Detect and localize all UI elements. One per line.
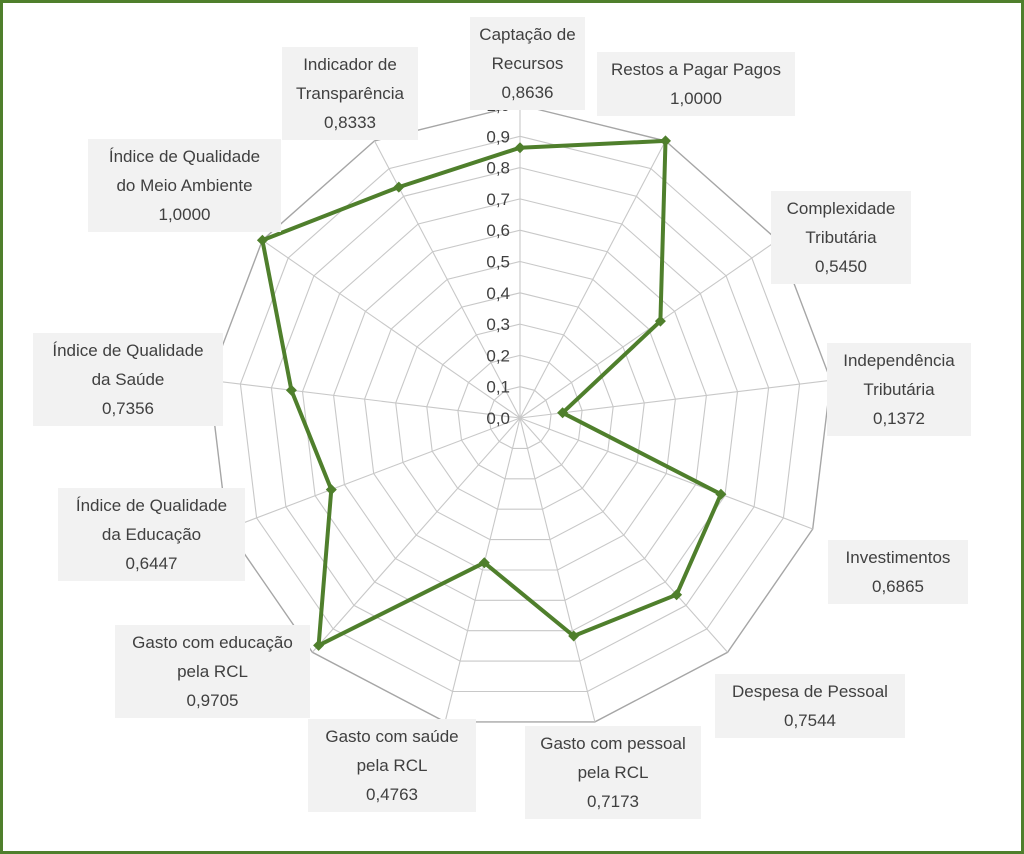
category-name: Transparência [295, 84, 405, 103]
grid-spoke [519, 417, 729, 653]
grid-ring [301, 198, 739, 632]
category-value: 1,0000 [158, 205, 211, 224]
category-value: 0,1372 [873, 409, 925, 428]
category-value: 0,8333 [324, 113, 376, 132]
data-point [514, 142, 526, 154]
category-value: 0,6865 [872, 577, 924, 596]
category-name: Captação de [479, 25, 576, 44]
tick-label: 0,0 [486, 409, 510, 428]
grid-spoke [519, 417, 596, 723]
category-name: Investimentos [845, 548, 951, 567]
grid-ring [457, 354, 583, 480]
grid-ring [333, 229, 707, 601]
data-point [285, 384, 297, 396]
category-value: 0,7356 [102, 399, 154, 418]
category-name: Indicador de [303, 55, 397, 74]
category-label: Captação de Recursos 0,8636 [470, 17, 585, 110]
tick-label: 0,8 [486, 159, 510, 178]
category-label: Restos a Pagar Pagos 1,0000 [597, 52, 795, 116]
grid-ring [239, 135, 801, 693]
category-name: Complexidade [786, 199, 896, 218]
data-point [325, 484, 337, 496]
data-point [671, 589, 683, 601]
category-value: 0,8636 [501, 83, 554, 102]
category-label: Índice de Qualidade do Meio Ambiente 1,000… [88, 139, 281, 232]
category-value: 0,6447 [125, 554, 178, 573]
category-label: Independência Tributária 0,1372 [827, 343, 971, 436]
data-point [660, 135, 671, 147]
grid-spoke [262, 239, 521, 419]
tick-label: 0,3 [486, 315, 510, 334]
grid-ring [364, 260, 676, 571]
data-point [568, 630, 580, 642]
category-label: Índice de Qualidade da Saúde 0,7356 [33, 333, 223, 426]
category-name: Índice de Qualidade [108, 147, 261, 166]
data-point [478, 557, 490, 569]
grid-spoke [519, 379, 831, 419]
category-name: Independência [843, 351, 955, 370]
category-name: da Educação [101, 525, 202, 544]
tick-label: 0,6 [486, 221, 510, 240]
category-value: 0,7544 [784, 711, 836, 730]
category-label: Gasto com pessoal pela RCL 0,7173 [525, 726, 701, 819]
category-label: Gasto com saúde pela RCL 0,4763 [308, 719, 476, 812]
category-name: pela RCL [577, 763, 649, 782]
category-label: Investimentos 0,6865 [828, 540, 968, 604]
category-name: Gasto com saúde [325, 727, 459, 746]
category-label: Índice de Qualidade da Educação 0,6447 [58, 488, 245, 581]
grid-spoke [519, 140, 666, 419]
grid-spoke [209, 379, 521, 419]
category-name: do Meio Ambiente [116, 176, 253, 195]
category-label: Complexidade Tributária 0,5450 [771, 191, 911, 284]
tick-label: 0,4 [486, 284, 510, 303]
grid-ring [426, 323, 614, 510]
category-name: Restos a Pagar Pagos [610, 60, 782, 79]
category-name: Despesa de Pessoal [732, 682, 888, 701]
grid-spoke [519, 239, 778, 419]
grid-spoke [227, 417, 521, 530]
category-name: pela RCL [356, 756, 428, 775]
category-name: Gasto com educação [132, 633, 293, 652]
category-name: Tributária [863, 380, 935, 399]
category-value: 0,4763 [366, 785, 418, 804]
grid-spoke [444, 417, 521, 723]
category-name: pela RCL [177, 662, 248, 681]
tick-label: 0,9 [486, 127, 510, 146]
tick-label: 0,7 [486, 190, 510, 209]
data-point [715, 488, 727, 500]
tick-label: 0,1 [486, 378, 510, 397]
data-point [256, 234, 268, 246]
data-point [557, 407, 569, 419]
data-point [393, 181, 405, 193]
grid-ring [270, 167, 770, 662]
category-value: 0,7173 [587, 792, 639, 811]
series-line [260, 138, 723, 648]
category-name: Índice de Qualidade [52, 341, 204, 360]
grid-ring [488, 386, 552, 449]
grid-ring [395, 292, 645, 541]
category-label: Despesa de Pessoal 0,7544 [715, 674, 905, 738]
grid-spoke [374, 140, 521, 419]
category-name: da Saúde [91, 370, 165, 389]
grid-spoke [519, 417, 813, 530]
data-point [313, 639, 325, 651]
data-point [654, 315, 666, 327]
category-value: 1,0000 [670, 89, 722, 108]
category-value: 0,9705 [186, 691, 239, 710]
tick-label: 0,2 [486, 346, 510, 365]
category-label: Indicador de Transparência 0,8333 [282, 47, 418, 140]
category-name: Índice de Qualidade [75, 496, 228, 515]
category-name: Recursos [491, 54, 564, 73]
grid-spoke [311, 417, 521, 653]
category-name: Gasto com pessoal [540, 734, 686, 753]
category-label: Gasto com educação pela RCL 0,9705 [115, 625, 310, 718]
category-name: Tributária [805, 228, 877, 247]
category-value: 0,5450 [815, 257, 867, 276]
tick-label: 0,5 [486, 253, 510, 272]
